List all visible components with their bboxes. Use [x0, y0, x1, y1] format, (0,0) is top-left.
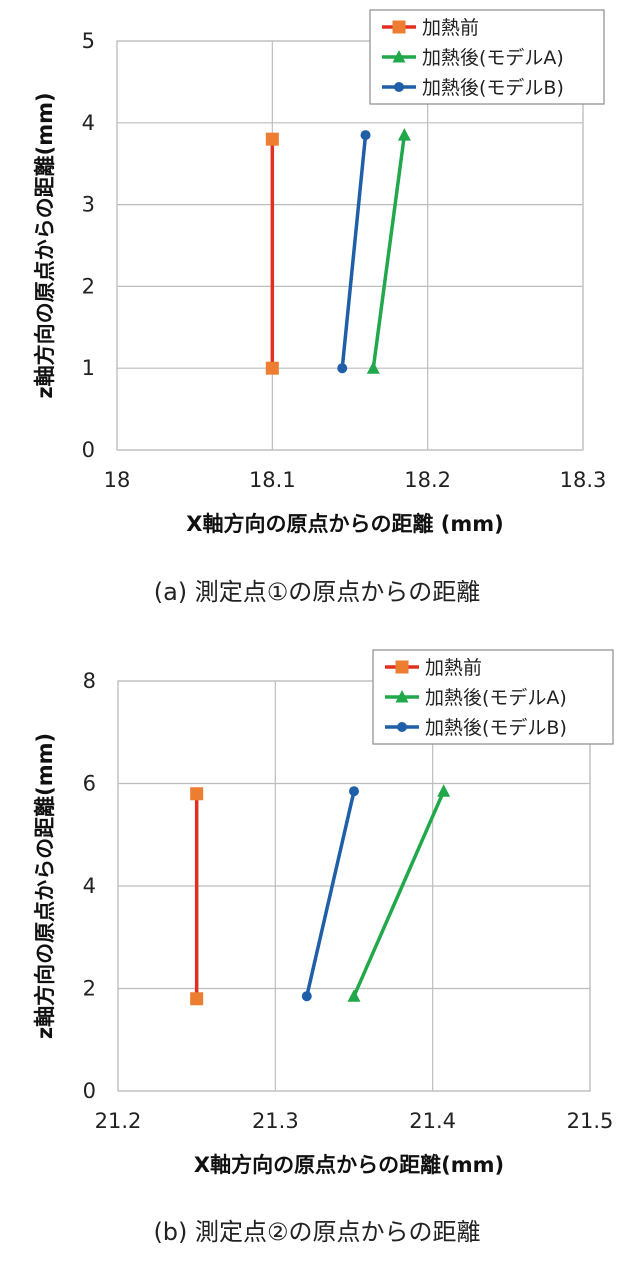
y-tick-label: 2 [83, 977, 96, 1001]
plot-area [116, 40, 584, 451]
data-point [366, 361, 380, 374]
data-point [349, 786, 359, 797]
x-axis-title: X軸方向の原点からの距離(mm) [194, 1153, 504, 1177]
legend-label: 加熱後(モデルB) [422, 77, 564, 99]
series-line [352, 790, 446, 997]
legend-swatch-marker [392, 20, 406, 34]
y-tick-label: 4 [83, 874, 96, 898]
caption-a: (a) 測定点①の原点からの距離 [153, 578, 481, 606]
series-line [340, 134, 368, 369]
data-point [347, 989, 361, 1002]
legend-label: 加熱後(モデルA) [422, 47, 564, 69]
y-tick-label: 2 [82, 274, 95, 298]
series-line [305, 790, 356, 997]
legend-swatch-marker [395, 690, 409, 703]
data-point [437, 784, 451, 797]
data-point [265, 132, 279, 146]
y-tick-label: 1 [82, 356, 95, 380]
y-tick-label: 6 [83, 772, 96, 796]
x-tick-label: 21.5 [567, 1109, 614, 1133]
legend-label: 加熱後(モデルB) [425, 717, 567, 739]
series-line [371, 134, 407, 369]
y-axis-title: z軸方向の原点からの距離(mm) [33, 733, 57, 1039]
data-point [301, 991, 312, 1002]
data-point [397, 128, 411, 141]
x-tick-label: 21.2 [95, 1109, 142, 1133]
plot-area [117, 680, 591, 1092]
caption-b: (b) 測定点②の原点からの距離 [153, 1218, 481, 1246]
data-point [337, 363, 348, 374]
legend-label: 加熱後(モデルA) [425, 687, 567, 709]
x-tick-label: 18.2 [404, 468, 451, 492]
legend-swatch-marker [395, 660, 409, 674]
legend-swatch-marker [397, 722, 407, 732]
legend-label: 加熱前 [425, 657, 482, 679]
legend-swatch-marker [392, 50, 406, 63]
y-tick-label: 5 [82, 29, 95, 53]
legend-label: 加熱前 [422, 17, 479, 39]
y-tick-label: 8 [83, 669, 96, 693]
y-tick-label: 0 [83, 1079, 96, 1103]
y-axis-title: z軸方向の原点からの距離(mm) [33, 92, 57, 398]
data-point [190, 992, 204, 1006]
x-tick-label: 18.1 [249, 468, 296, 492]
data-point [190, 787, 204, 801]
x-tick-label: 21.3 [252, 1109, 299, 1133]
y-tick-label: 4 [82, 111, 95, 135]
x-tick-label: 18 [104, 468, 131, 492]
legend-swatch-marker [394, 82, 404, 92]
data-point [265, 361, 279, 375]
data-point [360, 130, 371, 141]
x-tick-label: 18.3 [560, 468, 607, 492]
x-axis-title: X軸方向の原点からの距離 (mm) [186, 512, 503, 536]
y-tick-label: 3 [82, 193, 95, 217]
y-tick-label: 0 [82, 438, 95, 462]
x-tick-label: 21.4 [409, 1109, 456, 1133]
